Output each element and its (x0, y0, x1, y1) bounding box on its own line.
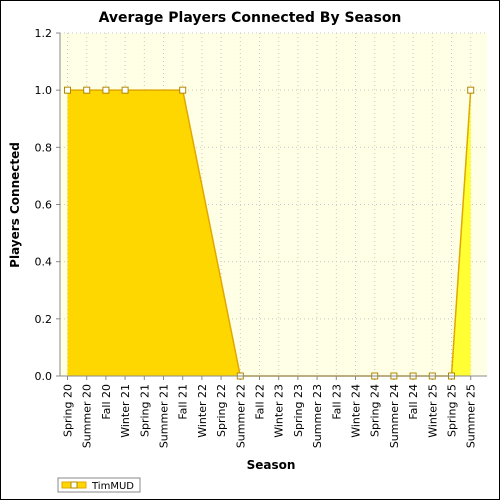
chart-title: Average Players Connected By Season (99, 10, 402, 26)
y-axis-title: Players Connected (8, 142, 22, 268)
x-tick-label: Summer 25 (465, 384, 478, 448)
x-tick-label: Fall 24 (407, 384, 420, 420)
x-tick-label: Fall 20 (100, 384, 113, 420)
x-tick-label: Summer 24 (388, 384, 401, 448)
data-point (179, 86, 187, 94)
data-point (83, 86, 91, 94)
data-point (64, 86, 71, 94)
x-tick-label: Fall 23 (330, 384, 343, 420)
y-tick-label: 0.0 (35, 370, 53, 383)
x-tick-label: Spring 24 (369, 384, 382, 437)
x-tick-label: Summer 20 (81, 384, 94, 448)
data-point (102, 86, 110, 94)
x-tick-label: Winter 25 (426, 384, 439, 438)
legend-label-timmud: TimMUD (91, 481, 134, 492)
x-axis-title: Season (247, 458, 296, 472)
x-tick-label: Fall 21 (177, 384, 190, 420)
x-tick-label: Winter 22 (196, 384, 209, 438)
x-tick-label: Spring 20 (62, 384, 75, 437)
plot-area: 0.0 0.2 0.4 0.6 0.8 1.0 1.2 Spring 20 Summer 20 F… (35, 27, 487, 448)
y-tick-label: 0.2 (35, 313, 53, 326)
y-tick-label: 0.4 (35, 256, 53, 269)
x-tick-label: Summer 22 (234, 384, 247, 448)
legend-marker (70, 481, 78, 489)
legend: TimMUD (57, 477, 141, 493)
x-tick-label: Winter 23 (273, 384, 286, 438)
data-point (121, 86, 129, 94)
x-tick-label: Summer 23 (311, 384, 324, 448)
x-tick-label: Winter 24 (350, 384, 363, 438)
x-tick-label: Spring 25 (446, 384, 459, 437)
x-tick-label: Winter 21 (119, 384, 132, 438)
series-area-timmud (67, 90, 452, 377)
x-tick-label: Summer 21 (158, 384, 171, 448)
x-tick-label: Fall 22 (254, 384, 267, 420)
y-tick-label: 1.2 (35, 27, 53, 40)
y-tick-label: 0.6 (35, 199, 53, 212)
x-tick-label: Spring 22 (215, 384, 228, 437)
y-tick-label: 0.8 (35, 141, 53, 154)
y-tick-label: 1.0 (35, 84, 53, 97)
data-point (467, 86, 475, 94)
x-tick-label: Spring 23 (292, 384, 305, 437)
x-tick-label: Spring 21 (138, 384, 151, 437)
